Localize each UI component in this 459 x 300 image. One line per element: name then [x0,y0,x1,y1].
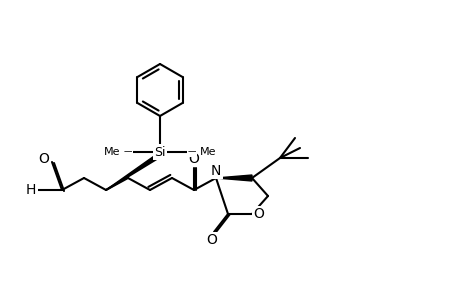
Text: N: N [210,164,221,178]
Polygon shape [106,154,162,190]
Text: —: — [123,148,132,157]
Text: Si: Si [154,146,165,158]
Text: O: O [253,207,264,221]
Polygon shape [216,175,252,181]
Text: Me: Me [200,147,216,157]
Text: O: O [188,152,199,166]
Text: O: O [206,233,217,247]
Text: H: H [26,183,36,197]
Text: O: O [39,152,49,166]
Text: —: — [187,148,196,157]
Text: Me: Me [103,147,120,157]
